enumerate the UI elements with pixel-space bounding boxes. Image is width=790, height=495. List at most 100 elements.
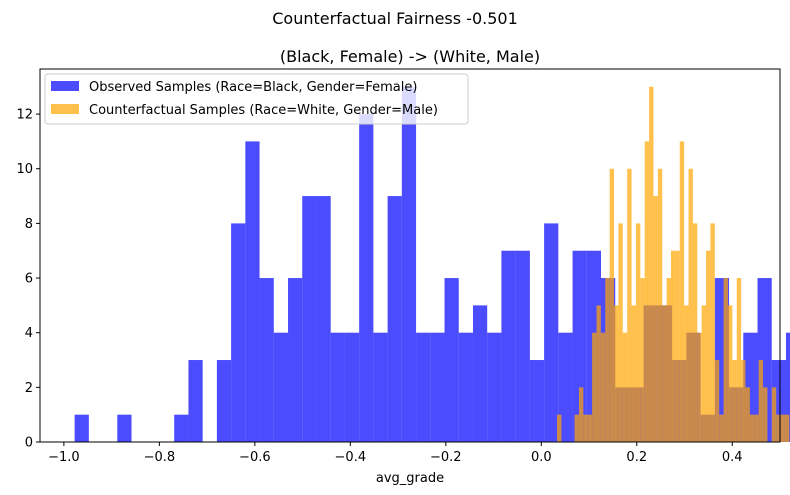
y-tick-label: 6: [25, 272, 33, 287]
histogram-bar: [302, 196, 317, 442]
histogram-bar: [631, 305, 636, 442]
histogram-bar: [679, 141, 685, 442]
legend-frame: [44, 73, 469, 125]
histogram-bar: [675, 250, 680, 442]
counterfactual-series-bars: [557, 86, 790, 442]
histogram-bar: [330, 332, 345, 442]
histogram-bar: [344, 332, 360, 442]
histogram-bar: [401, 86, 417, 442]
histogram-bar: [741, 360, 746, 442]
histogram-bar: [74, 414, 89, 442]
x-tick-label: 0.4: [722, 450, 743, 465]
histogram-bar: [666, 278, 671, 442]
histogram-bar: [785, 332, 790, 442]
chart-suptitle: Counterfactual Fairness -0.501: [272, 9, 518, 28]
histogram-bar: [719, 414, 724, 442]
histogram-bar: [657, 168, 663, 442]
histogram-bar: [710, 223, 715, 442]
x-tick-label: 0.2: [626, 450, 647, 465]
y-tick-label: 4: [25, 326, 33, 341]
histogram-bar: [714, 360, 720, 442]
legend-label-observed: Observed Samples (Race=Black, Gender=Fem…: [89, 80, 417, 95]
histogram-bar: [706, 250, 711, 442]
histogram-bar: [749, 414, 755, 442]
histogram-bar: [578, 387, 584, 442]
histogram-bar: [627, 168, 632, 442]
histogram-bar: [653, 196, 658, 442]
histogram-bar: [174, 414, 189, 442]
histogram-bar: [622, 332, 628, 442]
histogram-bar: [558, 332, 573, 442]
y-tick-label: 8: [25, 217, 33, 232]
histogram-bar: [245, 141, 260, 442]
histogram-bar: [635, 223, 641, 442]
histogram-bar: [771, 387, 777, 442]
histogram-bar: [259, 278, 274, 442]
histogram-bar: [231, 223, 246, 442]
legend-swatch-observed: [51, 81, 79, 91]
histogram-bar: [649, 86, 654, 442]
histogram-bar: [458, 332, 473, 442]
legend-label-counterfactual: Counterfactual Samples (Race=White, Gend…: [89, 103, 438, 118]
histogram-bar: [644, 141, 650, 442]
histogram-bar: [592, 332, 597, 442]
histogram-bar: [688, 168, 693, 442]
histogram-bar: [732, 360, 737, 442]
legend-swatch-counterfactual: [51, 104, 79, 114]
histogram-bar: [216, 360, 232, 442]
y-tick-label: 12: [16, 108, 33, 123]
histogram-bar: [776, 414, 781, 442]
histogram-bar: [596, 305, 601, 442]
histogram-bar: [670, 250, 676, 442]
histogram-bar: [736, 278, 742, 442]
histogram-bar: [444, 278, 459, 442]
histogram-bar: [684, 305, 689, 442]
histogram-bar: [701, 305, 707, 442]
y-tick-label: 10: [16, 162, 33, 177]
histogram-bar: [316, 196, 331, 442]
histogram-bar: [501, 250, 516, 442]
histogram-bar: [188, 360, 203, 442]
histogram-bar: [614, 305, 619, 442]
histogram-bar: [487, 332, 502, 442]
histogram-bar: [515, 250, 530, 442]
histogram-bar: [387, 196, 402, 442]
y-tick-label: 2: [25, 381, 33, 396]
plot-frame: [39, 68, 781, 443]
histogram-bar: [780, 414, 785, 442]
histogram-bar: [373, 332, 388, 442]
histogram-bar: [288, 278, 303, 442]
histogram-bar: [609, 168, 615, 442]
x-tick-label: 0.0: [531, 450, 552, 465]
histogram-bar: [605, 278, 610, 442]
histogram-bar: [430, 332, 445, 442]
histogram-bar: [692, 223, 698, 442]
x-tick-label: −1.0: [48, 450, 80, 465]
histogram-bar: [583, 414, 588, 442]
histogram-bar: [727, 305, 733, 442]
histogram-bar: [416, 332, 431, 442]
histogram-bar: [723, 278, 728, 442]
histogram-bar: [754, 414, 759, 442]
histogram-bar: [758, 360, 764, 442]
histogram-bar: [697, 332, 702, 442]
x-tick-label: −0.8: [144, 450, 176, 465]
histogram-bar: [600, 332, 606, 442]
histogram-bar: [574, 414, 579, 442]
legend: Observed Samples (Race=Black, Gender=Fem…: [44, 73, 469, 125]
x-tick-label: −0.6: [239, 450, 271, 465]
histogram-bar: [117, 414, 132, 442]
histogram-bar: [662, 305, 667, 442]
histogram-bar: [784, 414, 790, 442]
chart-title: (Black, Female) -> (White, Male): [280, 47, 540, 66]
x-tick-label: −0.2: [430, 450, 462, 465]
x-tick-label: −0.4: [335, 450, 367, 465]
x-axis-ticks: −1.0 −0.8 −0.6 −0.4 −0.2 0.0 0.2 0.4: [48, 442, 743, 465]
histogram-bar: [618, 223, 623, 442]
histogram-bar: [763, 387, 768, 442]
histogram-bar: [472, 305, 488, 442]
histogram-bar: [529, 360, 545, 442]
histogram-bar: [745, 387, 750, 442]
y-axis-ticks: 0 2 4 6 8 10 12: [16, 108, 40, 451]
